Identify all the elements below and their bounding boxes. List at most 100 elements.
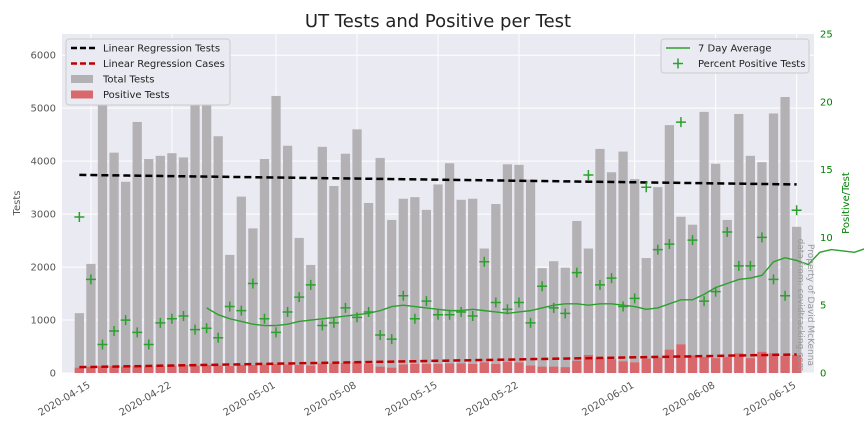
marker-percent-positive — [675, 117, 686, 128]
line-7-day-average — [206, 248, 864, 327]
bar-total-tests — [780, 97, 790, 374]
bar-positive-tests — [294, 365, 304, 373]
bar-positive-tests — [780, 356, 790, 373]
marker-percent-positive — [363, 306, 374, 317]
bar-total-tests — [410, 197, 420, 373]
bar-positive-tests — [618, 361, 628, 373]
bar-positive-tests — [444, 363, 455, 373]
marker-percent-positive — [213, 332, 224, 343]
bar-total-tests — [641, 258, 651, 373]
bar-total-tests — [167, 153, 177, 373]
bar-positive-tests — [722, 357, 732, 373]
bar-total-tests — [687, 224, 698, 373]
line-regression-cases — [79, 353, 797, 369]
bar-positive-tests — [317, 363, 327, 373]
bar-positive-tests — [537, 366, 547, 373]
bar-total-tests — [352, 129, 362, 373]
bar-positive-tests — [641, 358, 651, 373]
bar-positive-tests — [201, 365, 212, 373]
bar-total-tests — [456, 199, 466, 373]
y-tick-label-right: 10 — [820, 233, 833, 244]
bar-total-tests — [537, 268, 547, 373]
marker-percent-positive — [294, 292, 305, 303]
bar-total-tests — [560, 267, 570, 373]
marker-percent-positive — [259, 313, 270, 324]
bar-total-tests — [155, 155, 165, 373]
legend-label: Linear Regression Tests — [103, 44, 220, 55]
marker-percent-positive — [687, 235, 698, 246]
bar-positive-tests — [109, 366, 119, 373]
legend-label: Total Tests — [102, 75, 154, 86]
bar-total-tests — [468, 198, 478, 373]
legend-left: Linear Regression Tests Linear Regression… — [65, 38, 231, 106]
bar-positive-tests — [421, 363, 432, 373]
bar-positive-tests — [745, 358, 755, 373]
line-regression-tests — [79, 173, 797, 186]
y-tick-label-left: 2000 — [31, 263, 56, 274]
legend-swatch-plus — [673, 58, 683, 69]
bar-positive-tests — [190, 365, 200, 373]
bar-positive-tests — [757, 351, 767, 373]
bar-positive-tests — [768, 353, 779, 373]
legend-label: Positive Tests — [103, 90, 170, 101]
bar-positive-tests — [572, 360, 582, 373]
marker-percent-positive — [537, 281, 548, 292]
marker-percent-positive — [85, 274, 96, 285]
positive-tests-bars — [74, 344, 802, 373]
bar-positive-tests — [664, 349, 675, 373]
x-tick-label: 2020-05-15 — [384, 380, 440, 419]
bar-total-tests — [502, 164, 513, 373]
bar-total-tests — [595, 148, 605, 373]
bar-positive-tests — [363, 363, 374, 373]
bar-total-tests — [201, 83, 212, 374]
y-tick-label-left: 0 — [50, 369, 56, 380]
bar-total-tests — [213, 136, 223, 373]
bar-positive-tests — [653, 357, 663, 373]
bar-total-tests — [294, 237, 304, 373]
chart-title: UT Tests and Positive per Test — [305, 11, 571, 32]
marker-percent-positive — [710, 286, 721, 297]
marker-percent-positive — [629, 293, 640, 304]
bar-positive-tests — [630, 362, 640, 373]
marker-percent-positive — [132, 327, 143, 338]
total-tests-bars — [74, 82, 802, 374]
bar-positive-tests — [502, 361, 513, 373]
bar-positive-tests — [549, 366, 559, 373]
bar-total-tests — [618, 151, 628, 373]
bar-total-tests — [236, 196, 246, 373]
bar-positive-tests — [74, 367, 84, 373]
bar-positive-tests — [259, 364, 270, 373]
bar-total-tests — [363, 202, 374, 373]
marker-percent-positive — [780, 290, 791, 301]
bar-positive-tests — [525, 365, 536, 373]
marker-percent-positive — [768, 274, 779, 285]
legend-left-box — [65, 38, 231, 106]
x-tick-label: 2020-06-15 — [742, 380, 798, 419]
bar-total-tests — [271, 95, 281, 373]
bar-total-tests — [190, 82, 200, 373]
marker-percent-positive — [571, 267, 582, 278]
marker-percent-positive — [201, 323, 212, 334]
bar-total-tests — [86, 263, 96, 373]
bar-positive-tests — [606, 359, 617, 373]
bar-positive-tests — [734, 353, 744, 373]
marker-percent-positive — [513, 297, 524, 308]
y-tick-label-right: 15 — [820, 165, 833, 176]
marker-percent-positive — [652, 244, 663, 255]
bar-positive-tests — [410, 363, 420, 373]
bar-positive-tests — [236, 365, 246, 373]
bar-positive-tests — [583, 354, 594, 373]
watermark: Property of David McKenna data from: cov… — [795, 239, 815, 372]
marker-percent-positive — [375, 330, 386, 341]
bar-positive-tests — [387, 367, 397, 373]
marker-percent-positive — [594, 279, 605, 290]
bar-positive-tests — [468, 363, 478, 373]
y-tick-label-left: 4000 — [31, 157, 56, 168]
bar-positive-tests — [329, 363, 339, 373]
marker-percent-positive — [618, 301, 629, 312]
marker-percent-positive — [236, 305, 247, 316]
bar-total-tests — [259, 159, 270, 373]
marker-percent-positive — [352, 312, 363, 323]
marker-percent-positive — [791, 205, 802, 216]
y-tick-label-left: 3000 — [31, 210, 56, 221]
